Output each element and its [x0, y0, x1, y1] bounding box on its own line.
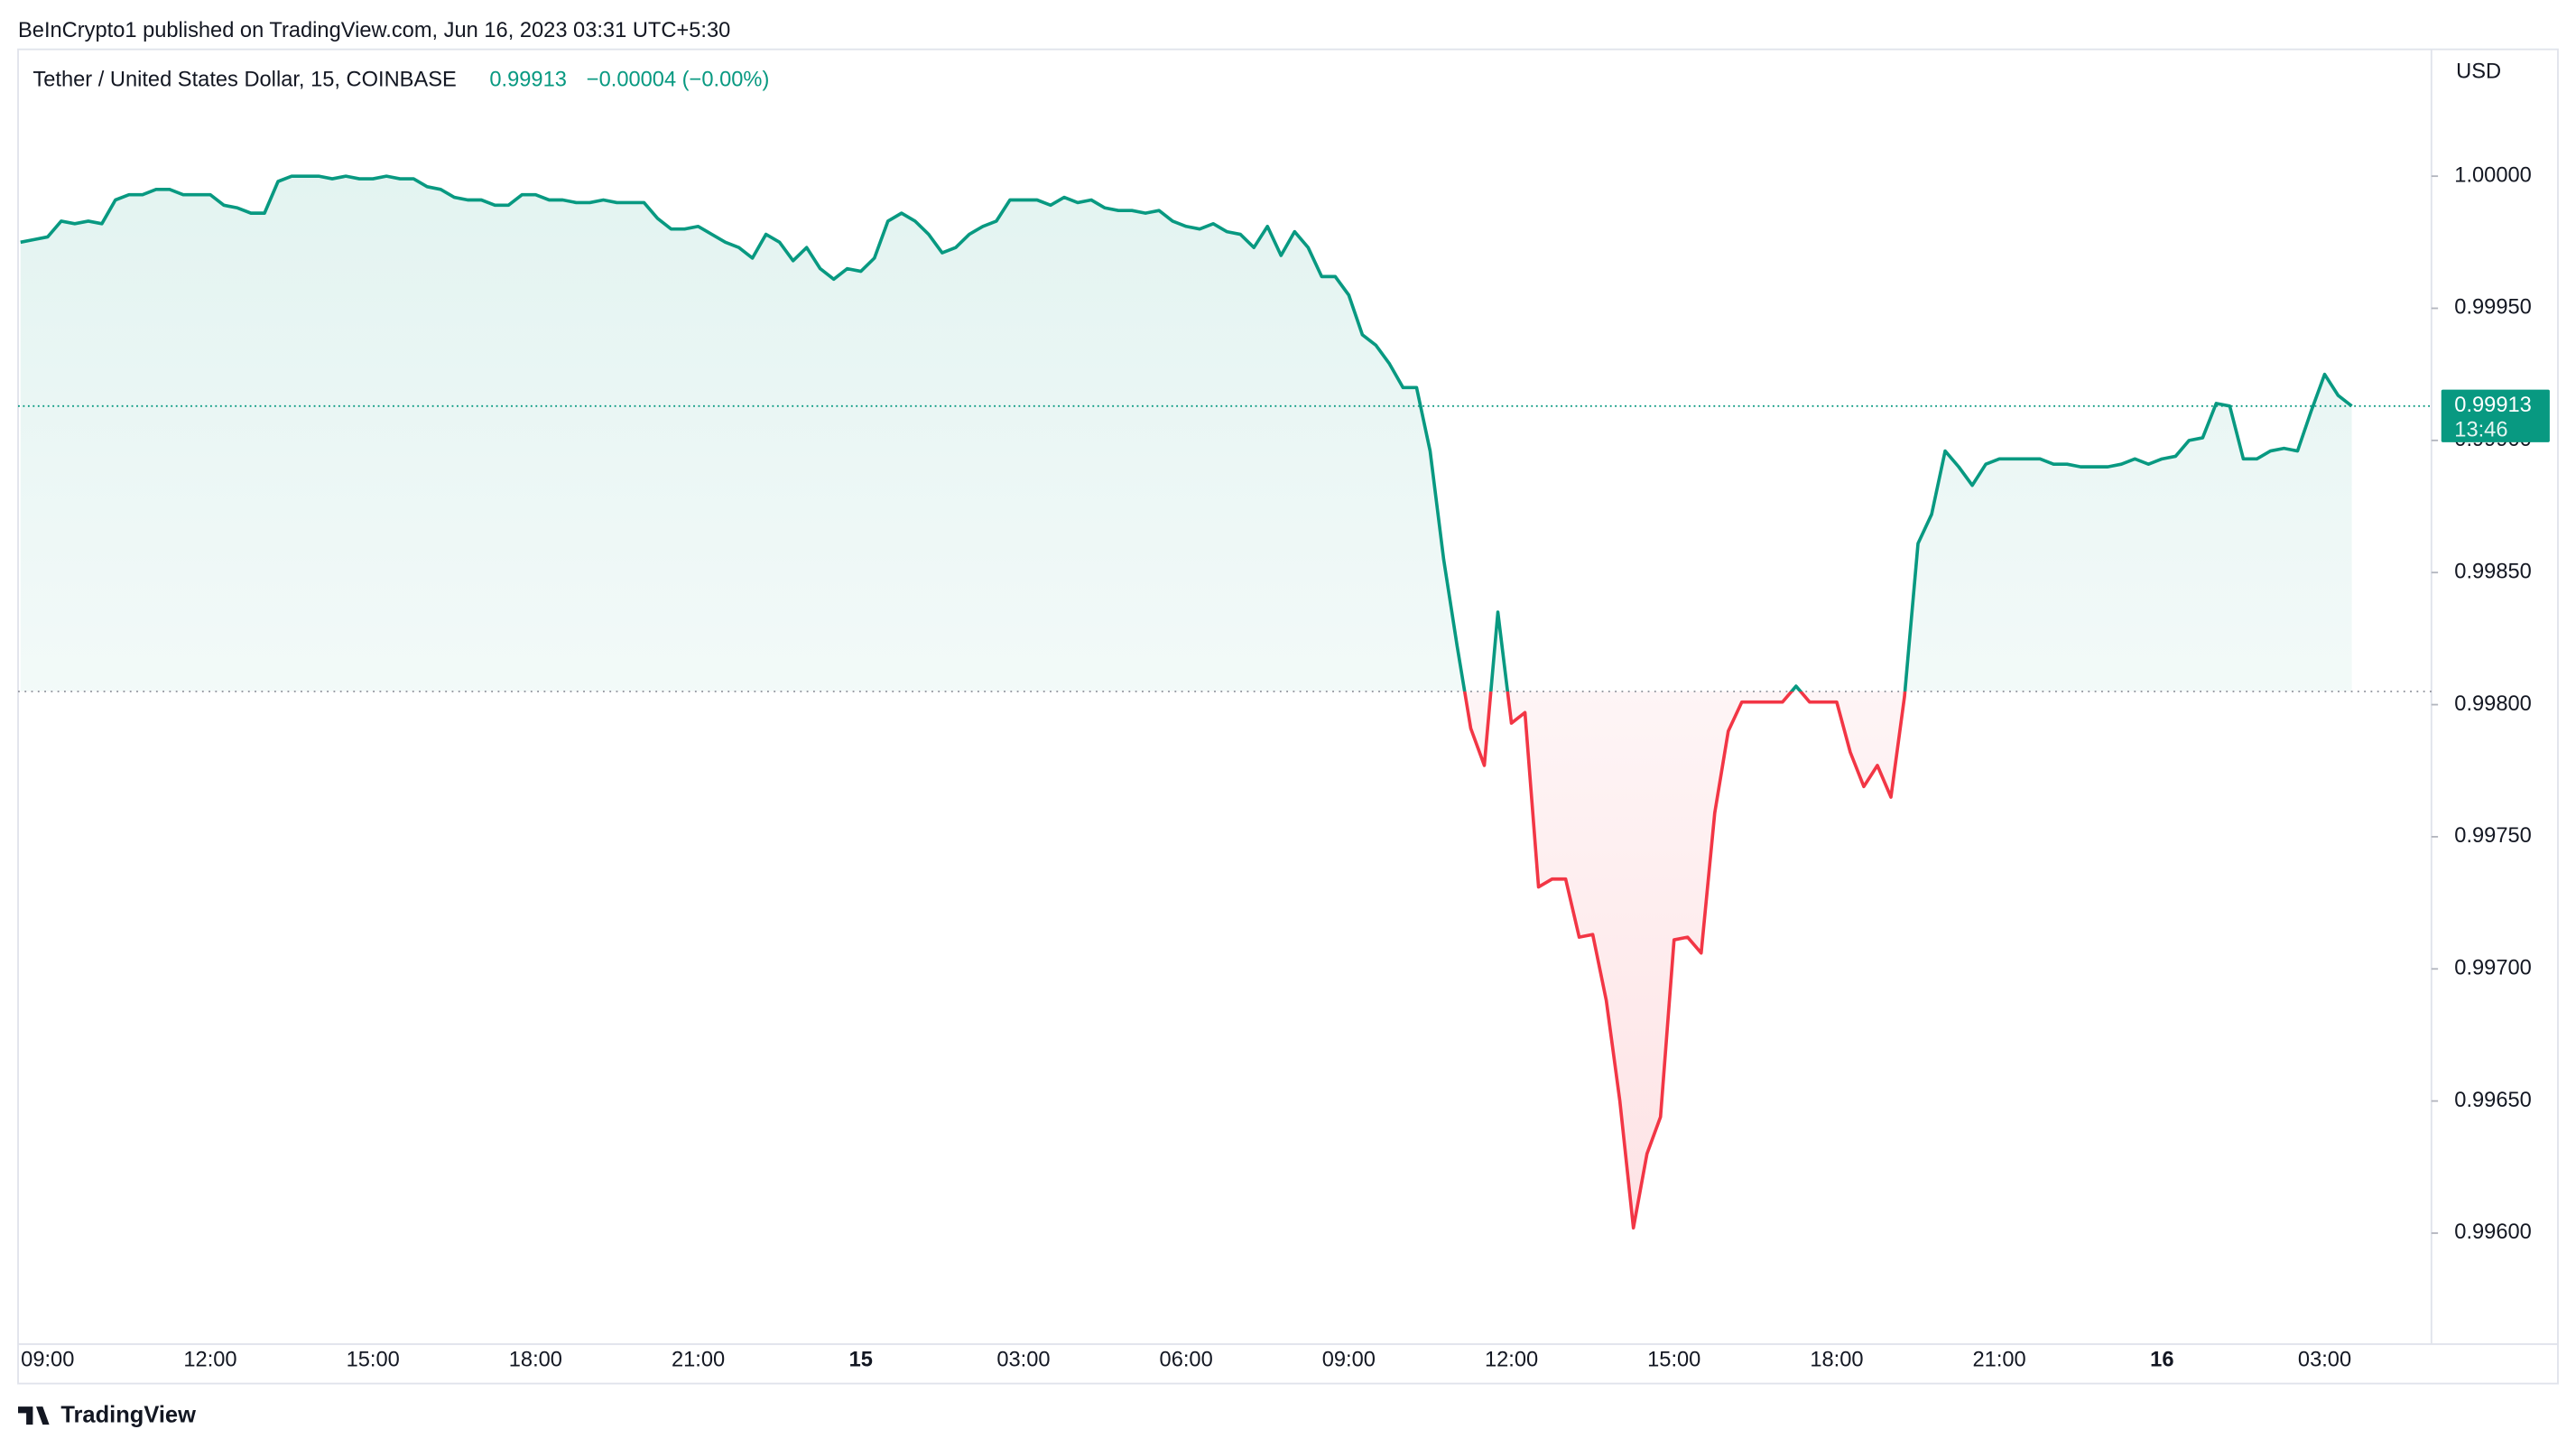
x-tick-label: 03:00 [2298, 1348, 2351, 1371]
price-line [20, 174, 2353, 1230]
x-tick-label: 15:00 [347, 1348, 400, 1371]
y-tick-label: 0.99650 [2454, 1089, 2532, 1112]
symbol-title: Tether / United States Dollar, 15, COINB… [32, 68, 456, 91]
price-tag [2441, 389, 2550, 442]
y-tick-label: 1.00000 [2454, 163, 2532, 187]
y-tick-label: 0.99950 [2454, 296, 2532, 320]
x-tick-label: 12:00 [1485, 1348, 1538, 1371]
x-tick-label: 15 [849, 1348, 873, 1371]
x-tick-label: 03:00 [996, 1348, 1050, 1371]
y-tick-label: 0.99600 [2454, 1221, 2532, 1244]
x-tick-label: 09:00 [21, 1348, 74, 1371]
x-tick-label: 21:00 [672, 1348, 725, 1371]
x-tick-label: 15:00 [1647, 1348, 1700, 1371]
brand-logo: TradingView [18, 1403, 196, 1428]
area-fill [20, 176, 2352, 1229]
currency: USD [2456, 60, 2501, 83]
price-tag-value: 0.99913 [2454, 394, 2532, 417]
price-tag-countdown: 13:46 [2454, 418, 2507, 441]
x-tick-label: 12:00 [183, 1348, 236, 1371]
x-tick-label: 21:00 [1973, 1348, 2026, 1371]
y-tick-label: 0.99800 [2454, 692, 2532, 716]
x-tick-label: 06:00 [1160, 1348, 1213, 1371]
x-tick-label: 16 [2150, 1348, 2173, 1371]
x-tick-label: 18:00 [509, 1348, 562, 1371]
price-change: −0.00004 (−0.00%) [587, 68, 770, 91]
last-price: 0.99913 [489, 68, 567, 91]
y-tick-label: 0.99750 [2454, 824, 2532, 848]
y-tick-label: 0.99700 [2454, 957, 2532, 980]
brand: TradingView [60, 1403, 196, 1428]
published-note: BeInCrypto1 published on TradingView.com… [18, 19, 730, 42]
frame [17, 48, 2559, 1385]
x-tick-label: 09:00 [1322, 1348, 1376, 1371]
y-tick-label: 0.99850 [2454, 560, 2532, 583]
x-tick-label: 18:00 [1810, 1348, 1863, 1371]
